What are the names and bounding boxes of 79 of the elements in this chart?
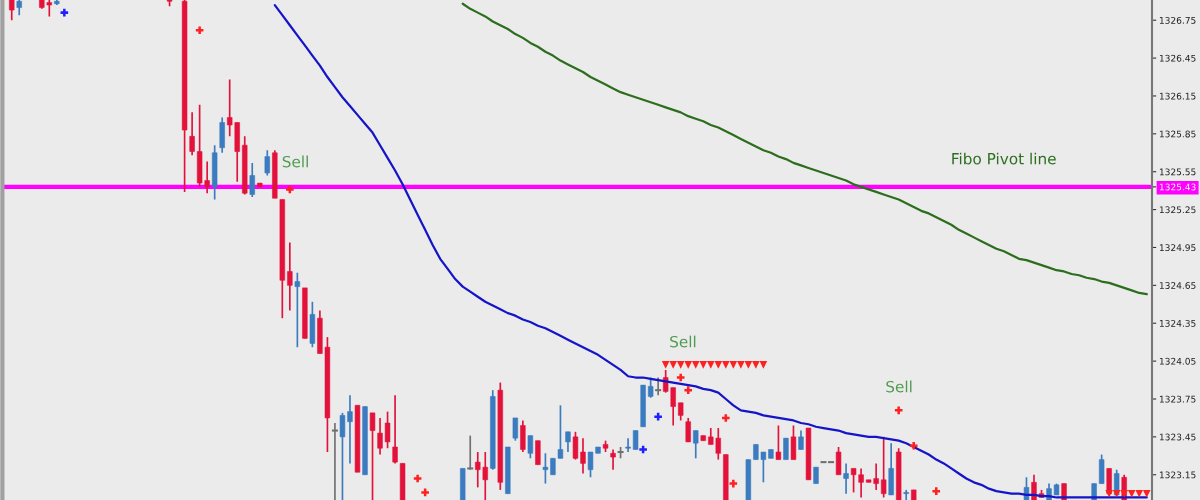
- candlestick: [1098, 453, 1105, 485]
- point: [413, 474, 422, 483]
- point: [729, 361, 738, 369]
- candlestick: [264, 149, 270, 177]
- point: [691, 361, 700, 369]
- point: [932, 487, 941, 495]
- candlestick: [392, 394, 398, 465]
- candlestick: [685, 417, 691, 443]
- y-tick-label: 1323.75: [1159, 395, 1196, 403]
- point: [752, 361, 760, 369]
- point: [661, 361, 670, 369]
- y-tick-label: 1323.45: [1159, 433, 1196, 441]
- point: [639, 445, 647, 454]
- candlestick: [835, 446, 842, 476]
- annotation: Sell: [670, 335, 696, 348]
- candlestick: [542, 452, 549, 485]
- point: [714, 361, 723, 369]
- candlestick: [632, 429, 639, 451]
- point: [909, 441, 918, 450]
- point: [669, 361, 677, 369]
- y-tick-label: 1325.55: [1159, 168, 1196, 176]
- point: [421, 488, 429, 497]
- candlestick: [693, 429, 699, 460]
- y-tick-label: 1325.43: [1159, 183, 1196, 191]
- candlestick: [903, 489, 909, 500]
- candlestick: [783, 437, 789, 461]
- annotation: Sell: [282, 155, 308, 168]
- point: [1112, 489, 1121, 498]
- candlestick: [535, 439, 541, 466]
- candlestick: [512, 417, 519, 442]
- point: [1120, 489, 1128, 498]
- ref-line-label: Fibo Pivot line: [952, 152, 1056, 165]
- y-tick-label: 1326.45: [1159, 54, 1196, 62]
- candlestick: [790, 424, 797, 461]
- point: [1105, 489, 1113, 498]
- point: [1142, 489, 1151, 498]
- point: [759, 361, 768, 369]
- candlestick: [610, 448, 616, 471]
- candlestick: [565, 430, 571, 453]
- point: [744, 361, 753, 369]
- candlestick: [798, 429, 804, 451]
- y-tick-label: 1324.05: [1159, 357, 1196, 365]
- point: [894, 406, 903, 415]
- y-tick-label: 1323.15: [1159, 471, 1196, 479]
- point: [654, 412, 662, 421]
- point: [737, 361, 745, 369]
- y-tick-label: 1324.35: [1159, 319, 1196, 327]
- candlestick: [520, 419, 526, 453]
- candlestick: [843, 462, 849, 495]
- point: [1135, 489, 1144, 498]
- point: [195, 26, 204, 35]
- point: [60, 8, 69, 17]
- candlestick: [294, 271, 301, 349]
- point: [676, 361, 685, 369]
- y-tick-label: 1324.95: [1159, 244, 1196, 252]
- point: [1127, 489, 1136, 498]
- candlestick: [369, 412, 376, 500]
- point: [706, 361, 715, 369]
- line-series: [461, 2, 1148, 296]
- candlestick: [249, 162, 255, 198]
- candlestick: [9, 0, 15, 22]
- candlestick: [527, 434, 534, 460]
- candlestick: [775, 424, 782, 461]
- y-tick-label: 1324.65: [1159, 282, 1196, 289]
- point: [676, 373, 685, 382]
- point: [699, 361, 708, 369]
- y-tick-label: 1326.75: [1159, 16, 1196, 24]
- point: [684, 361, 693, 369]
- candlestick: [287, 241, 293, 312]
- y-tick-label: 1325.25: [1159, 206, 1196, 214]
- y-tick-label: 1325.85: [1159, 130, 1196, 138]
- point: [729, 479, 738, 488]
- point: [286, 185, 294, 194]
- y-tick-label: 1326.15: [1159, 92, 1196, 100]
- annotation: Sell: [886, 380, 912, 393]
- candlestick: [880, 436, 887, 499]
- point: [722, 361, 730, 369]
- candlestick: [189, 111, 195, 157]
- candlestick: [625, 437, 631, 453]
